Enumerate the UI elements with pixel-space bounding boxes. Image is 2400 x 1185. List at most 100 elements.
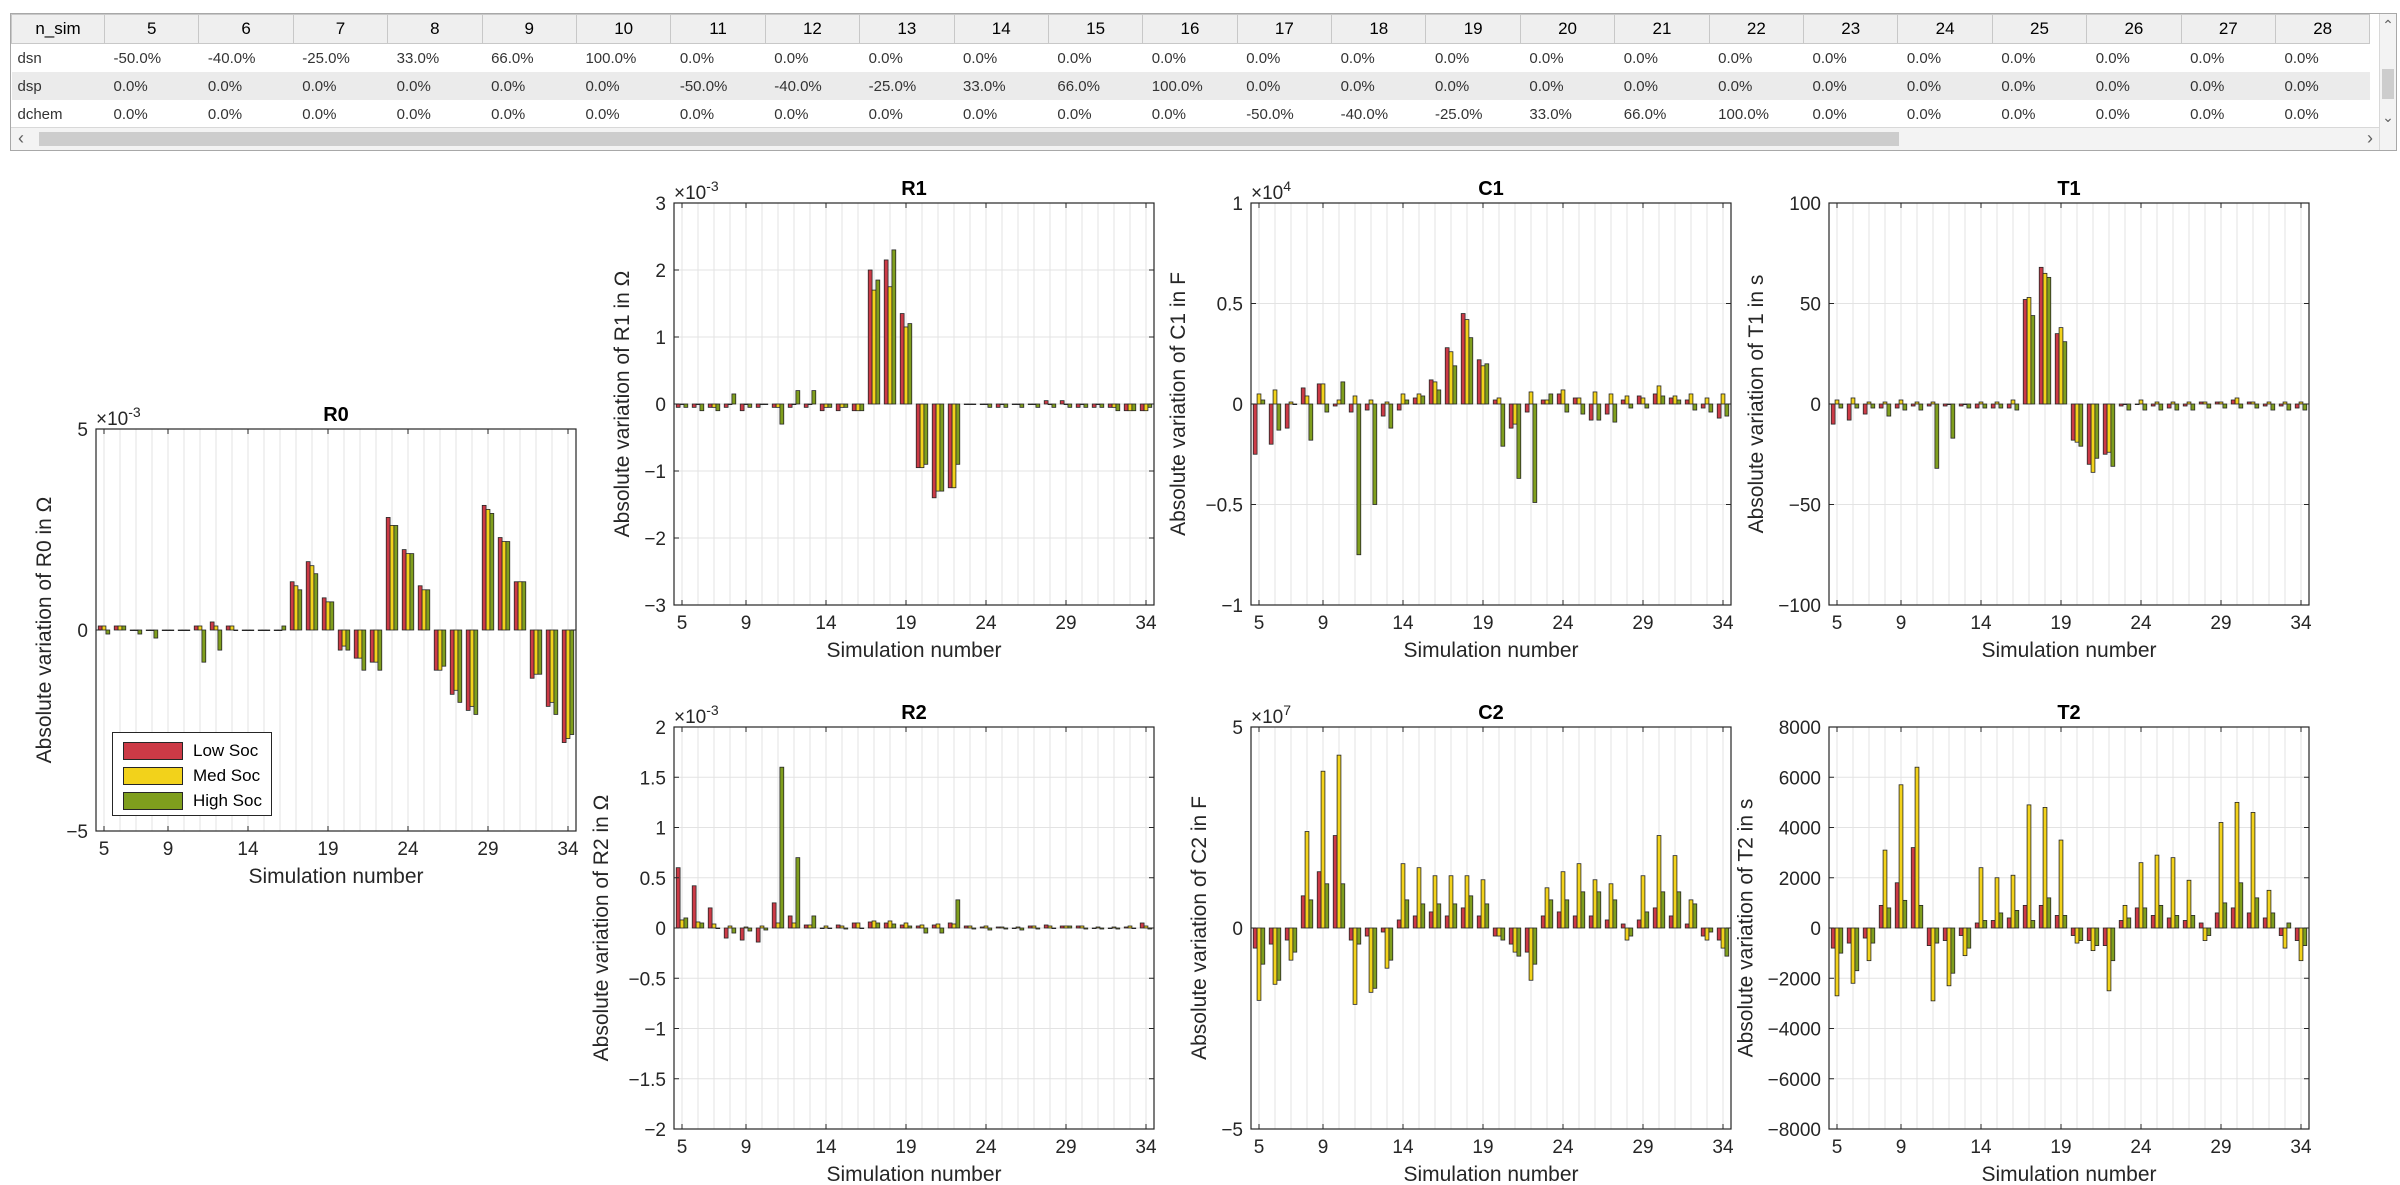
- horizontal-scrollbar[interactable]: ‹ ›: [11, 127, 2380, 150]
- table-cell[interactable]: 0.0%: [113, 105, 148, 123]
- table-cell[interactable]: 0.0%: [1246, 49, 1281, 67]
- table-cell[interactable]: 0.0%: [679, 105, 715, 123]
- table-cell[interactable]: 0.0%: [302, 105, 337, 123]
- table-cell[interactable]: 0.0%: [1425, 72, 1521, 100]
- table-cell[interactable]: 0.0%: [207, 105, 243, 123]
- table-cell[interactable]: 0.0%: [679, 49, 715, 67]
- table-cell[interactable]: 0.0%: [1237, 72, 1332, 100]
- table-cell[interactable]: 0.0%: [963, 49, 998, 67]
- table-column-header[interactable]: 23: [1803, 14, 1899, 44]
- table-cell[interactable]: 0.0%: [576, 72, 671, 100]
- table-column-header[interactable]: 22: [1708, 14, 1805, 44]
- table-cell[interactable]: 0.0%: [1057, 105, 1092, 123]
- table-column-header[interactable]: 25: [1991, 14, 2088, 44]
- table-cell[interactable]: 0.0%: [1623, 49, 1658, 67]
- vertical-scroll-thumb[interactable]: [2382, 69, 2394, 99]
- table-cell[interactable]: 0.0%: [104, 72, 199, 100]
- table-cell[interactable]: -25.0%: [302, 49, 350, 67]
- table-cell[interactable]: 0.0%: [1151, 105, 1186, 123]
- table-cell[interactable]: 0.0%: [1992, 72, 2087, 100]
- table-cell[interactable]: 0.0%: [491, 105, 526, 123]
- table-column-header[interactable]: 11: [670, 14, 766, 44]
- table-column-header[interactable]: 17: [1236, 14, 1333, 44]
- table-column-header[interactable]: 20: [1519, 14, 1616, 44]
- table-cell[interactable]: 0.0%: [1529, 49, 1564, 67]
- table-header-corner[interactable]: n_sim: [11, 14, 105, 44]
- table-column-header[interactable]: 12: [764, 14, 861, 44]
- table-cell[interactable]: 0.0%: [1812, 49, 1847, 67]
- table-cell[interactable]: 0.0%: [396, 105, 431, 123]
- table-cell[interactable]: 33.0%: [1529, 105, 1572, 123]
- table-cell[interactable]: 0.0%: [1812, 105, 1847, 123]
- table-cell[interactable]: -25.0%: [859, 72, 955, 100]
- table-cell[interactable]: 0.0%: [1434, 49, 1470, 67]
- horizontal-scroll-thumb[interactable]: [39, 132, 1899, 146]
- table-cell[interactable]: 0.0%: [2095, 49, 2130, 67]
- table-cell[interactable]: 0.0%: [963, 105, 998, 123]
- table-cell[interactable]: 0.0%: [198, 72, 294, 100]
- table-cell[interactable]: 0.0%: [774, 105, 809, 123]
- table-cell[interactable]: 33.0%: [396, 49, 440, 67]
- table-column-header[interactable]: 8: [387, 14, 483, 44]
- table-cell[interactable]: 0.0%: [1057, 49, 1092, 67]
- scroll-right-arrow-icon[interactable]: ›: [2367, 128, 2373, 148]
- table-column-header[interactable]: 7: [292, 14, 389, 44]
- table-cell[interactable]: -50.0%: [1246, 105, 1294, 123]
- table-cell[interactable]: 0.0%: [1340, 49, 1375, 67]
- scroll-left-arrow-icon[interactable]: ‹: [18, 128, 24, 148]
- table-cell[interactable]: -40.0%: [765, 72, 860, 100]
- table-column-header[interactable]: 28: [2274, 14, 2371, 44]
- table-cell[interactable]: 0.0%: [1906, 105, 1942, 123]
- table-cell[interactable]: -25.0%: [1434, 105, 1483, 123]
- table-cell[interactable]: 0.0%: [774, 49, 809, 67]
- table-cell[interactable]: 0.0%: [2190, 49, 2225, 67]
- scroll-up-arrow-icon[interactable]: ⌃: [2382, 17, 2394, 33]
- table-cell[interactable]: 0.0%: [1520, 72, 1615, 100]
- table-cell[interactable]: 0.0%: [868, 49, 903, 67]
- table-cell[interactable]: 0.0%: [868, 105, 903, 123]
- table-cell[interactable]: 66.0%: [1048, 72, 1143, 100]
- table-cell[interactable]: 100.0%: [1718, 105, 1770, 123]
- table-cell[interactable]: 0.0%: [1151, 49, 1186, 67]
- table-cell[interactable]: 0.0%: [585, 105, 620, 123]
- table-cell[interactable]: 0.0%: [2001, 105, 2036, 123]
- table-cell[interactable]: 100.0%: [585, 49, 637, 67]
- table-cell[interactable]: 66.0%: [491, 49, 534, 67]
- table-cell[interactable]: -40.0%: [1340, 105, 1389, 123]
- table-cell[interactable]: 0.0%: [2190, 105, 2225, 123]
- table-cell[interactable]: 0.0%: [2086, 72, 2182, 100]
- table-column-header[interactable]: 21: [1614, 14, 1710, 44]
- table-column-header[interactable]: 9: [481, 14, 577, 44]
- table-column-header[interactable]: 26: [2086, 14, 2182, 44]
- table-cell[interactable]: 33.0%: [954, 72, 1049, 100]
- table-cell[interactable]: 0.0%: [1906, 49, 1942, 67]
- table-cell[interactable]: 0.0%: [2284, 49, 2319, 67]
- table-cell[interactable]: 0.0%: [1897, 72, 1993, 100]
- table-cell[interactable]: -50.0%: [670, 72, 766, 100]
- table-cell[interactable]: 0.0%: [1718, 49, 1753, 67]
- table-cell[interactable]: 0.0%: [387, 72, 483, 100]
- table-cell[interactable]: 0.0%: [1614, 72, 1710, 100]
- table-column-header[interactable]: 10: [575, 14, 672, 44]
- table-cell[interactable]: 0.0%: [2181, 72, 2276, 100]
- table-cell[interactable]: 0.0%: [2275, 72, 2370, 100]
- table-cell[interactable]: 0.0%: [1331, 72, 1426, 100]
- table-cell[interactable]: 0.0%: [1803, 72, 1898, 100]
- table-column-header[interactable]: 6: [198, 14, 294, 44]
- table-cell[interactable]: 0.0%: [2095, 105, 2130, 123]
- table-cell[interactable]: 0.0%: [482, 72, 577, 100]
- table-cell[interactable]: -40.0%: [207, 49, 256, 67]
- table-cell[interactable]: -50.0%: [113, 49, 162, 67]
- table-cell[interactable]: 0.0%: [2284, 105, 2319, 123]
- table-column-header[interactable]: 14: [953, 14, 1049, 44]
- scroll-down-arrow-icon[interactable]: ⌄: [2382, 109, 2394, 125]
- table-cell[interactable]: 0.0%: [2001, 49, 2036, 67]
- table-cell[interactable]: 0.0%: [293, 72, 388, 100]
- table-cell[interactable]: 0.0%: [1709, 72, 1804, 100]
- data-table-panel[interactable]: n_sim 5 6 7 8 9 10 11 12 13 14 15 16 17 18 19 20 21 22 23 24…: [10, 13, 2397, 151]
- vertical-scrollbar[interactable]: ⌃ ⌄: [2379, 14, 2396, 150]
- table-cell[interactable]: 66.0%: [1623, 105, 1667, 123]
- table-cell[interactable]: 100.0%: [1142, 72, 1238, 100]
- table-column-header[interactable]: 27: [2180, 14, 2276, 44]
- table-column-header[interactable]: 15: [1047, 14, 1144, 44]
